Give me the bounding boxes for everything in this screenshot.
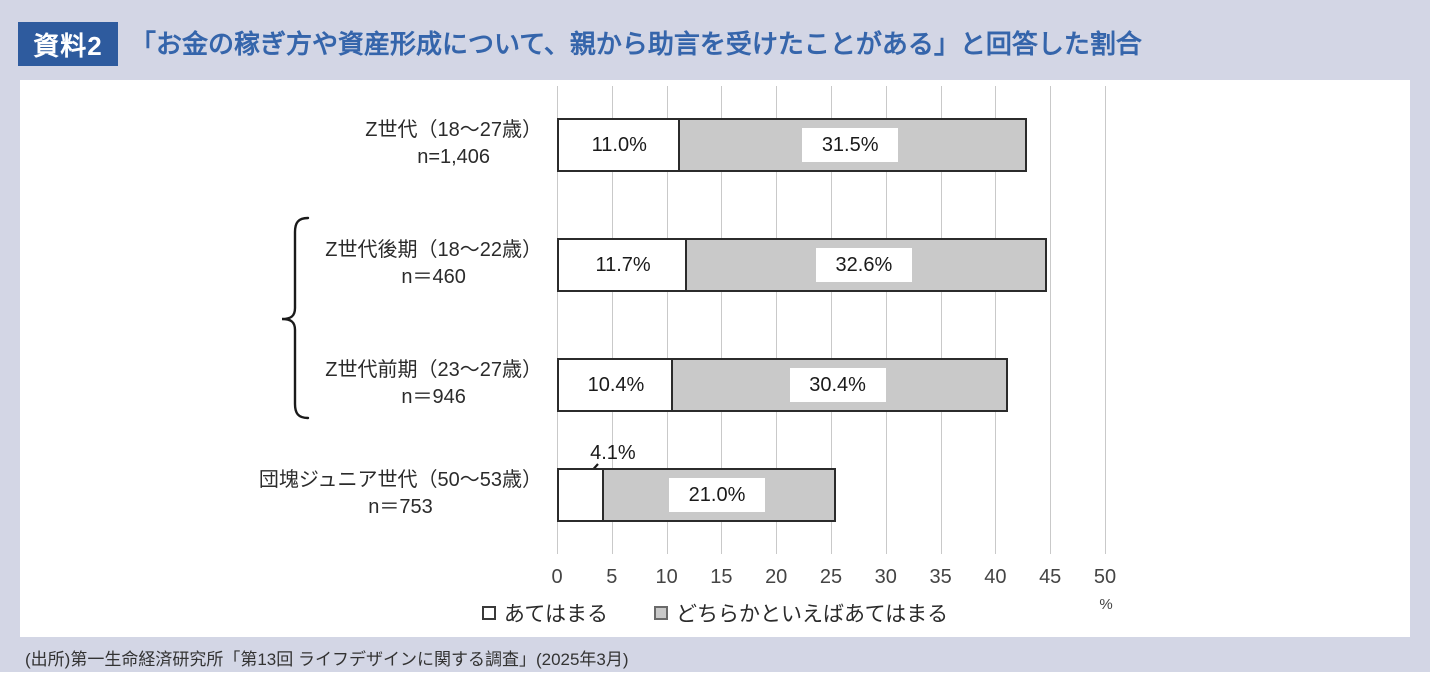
bar-value-label-boxed: 31.5% bbox=[802, 128, 899, 162]
page-title: 「お金の稼ぎ方や資産形成について、親から助言を受けたことがある」と回答した割合 bbox=[130, 29, 1142, 59]
bar-value-label-boxed: 32.6% bbox=[815, 248, 912, 282]
axis-tick-label: 50 bbox=[1093, 566, 1117, 588]
axis-tick-label: 35 bbox=[929, 566, 952, 588]
bar-segment-atehamaru bbox=[559, 360, 673, 410]
axis-tick-label: 45 bbox=[1039, 566, 1062, 588]
bar-value-label: 11.7% bbox=[595, 254, 651, 276]
gridline bbox=[831, 86, 832, 554]
bar-value-label-boxed: 21.0% bbox=[669, 478, 766, 512]
legend-label: あてはまる bbox=[503, 603, 608, 626]
category-n: n＝946 bbox=[401, 386, 466, 408]
bar-row: 11.0% 31.5% bbox=[557, 118, 1027, 172]
gridline bbox=[995, 86, 997, 554]
gridline bbox=[776, 86, 778, 554]
category-name: Z世代後期（18～22歳） bbox=[325, 239, 542, 261]
gridline bbox=[557, 86, 558, 554]
bar-value-callout: 4.1% bbox=[590, 442, 636, 464]
category-n: n＝753 bbox=[368, 496, 433, 518]
gridline bbox=[1050, 86, 1052, 554]
category-name: 団塊ジュニア世代（50～53歳） bbox=[258, 469, 542, 491]
axis-tick-label: 20 bbox=[765, 566, 788, 588]
material-badge: 資料2 bbox=[18, 22, 118, 66]
group-bracket bbox=[281, 216, 310, 420]
axis-tick-label: 30 bbox=[874, 566, 897, 588]
gridline bbox=[885, 86, 887, 554]
source-note: (出所)第一生命経済研究所「第13回 ライフデザインに関する調査」(2025年3… bbox=[25, 650, 629, 669]
legend-item-dochiraka: どちらかといえばあてはまる bbox=[654, 598, 948, 628]
bar-row: 11.7% 32.6% bbox=[557, 238, 1047, 292]
category-label: Z世代後期（18～22歳） n＝460 bbox=[325, 237, 542, 291]
category-label: Z世代前期（23～27歳） n＝946 bbox=[325, 357, 542, 411]
legend-swatch-gray-icon bbox=[654, 606, 668, 620]
category-label: 団塊ジュニア世代（50～53歳） n＝753 bbox=[259, 467, 542, 521]
axis-tick-label: 25 bbox=[819, 566, 843, 588]
bar-value-label: 10.4% bbox=[587, 374, 645, 396]
legend-label: どちらかといえばあてはまる bbox=[676, 603, 949, 626]
legend-swatch-white-icon bbox=[481, 606, 496, 620]
axis-tick-label: 15 bbox=[710, 566, 733, 588]
bar-value-label: 11.0% bbox=[591, 134, 647, 156]
gridline bbox=[940, 86, 942, 554]
category-name: Z世代（18～27歳） bbox=[365, 119, 542, 141]
bar-segment-atehamaru bbox=[559, 240, 688, 290]
chart-legend: あてはまる どちらかといえばあてはまる bbox=[20, 598, 1410, 628]
legend-item-atehamaru: あてはまる bbox=[481, 598, 608, 628]
gridline bbox=[1105, 86, 1106, 554]
axis-unit-label: % bbox=[1099, 596, 1113, 613]
gridline bbox=[666, 86, 668, 554]
category-name: Z世代前期（23～27歳） bbox=[325, 359, 542, 381]
bar-row: 21.0% bbox=[557, 468, 837, 522]
bar-value-label-boxed: 30.4% bbox=[789, 368, 886, 402]
chart-plot: 0 5 10 15 20 25 30 35 40 45 50 Z世代（18～27歳） n=1,406 11… bbox=[20, 80, 1410, 637]
gridline bbox=[611, 86, 613, 554]
gridline bbox=[721, 86, 723, 554]
bar-segment-atehamaru bbox=[559, 470, 604, 520]
category-n: n=1,406 bbox=[417, 146, 491, 168]
axis-tick-label: 5 bbox=[606, 566, 618, 588]
bar-segment-atehamaru bbox=[559, 120, 680, 170]
category-n: n＝460 bbox=[401, 266, 466, 288]
bar-row: 10.4% 30.4% bbox=[557, 358, 1009, 412]
axis-tick-label: 10 bbox=[655, 566, 678, 588]
category-label: Z世代（18～27歳） n=1,406 bbox=[365, 117, 542, 171]
axis-tick-label: 0 bbox=[551, 566, 563, 588]
axis-tick-label: 40 bbox=[984, 566, 1007, 588]
